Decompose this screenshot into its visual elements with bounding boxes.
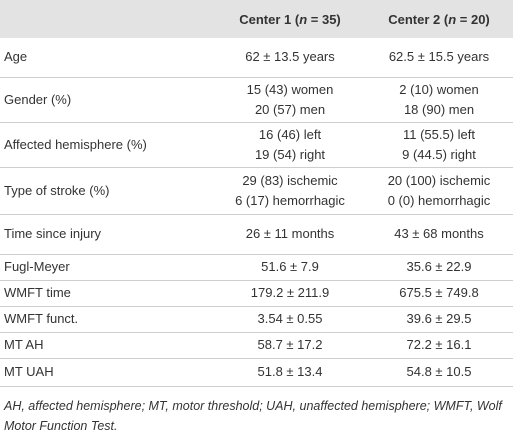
cell-line: 29 (83) ischemic [242, 172, 338, 188]
cell-line: 20 (100) ischemic [387, 172, 491, 188]
header-text: Center 2 ( [388, 11, 449, 27]
row-label: Time since injury [0, 214, 215, 255]
cell-line: 6 (17) hemorrhagic [235, 192, 345, 208]
cell-line: 675.5 ± 749.8 [399, 285, 479, 300]
cell-line: 62 ± 13.5 years [245, 49, 335, 65]
value-cell: 39.6 ± 29.5 [365, 306, 513, 333]
header-cell: Center 1 (n = 35) [215, 0, 365, 38]
cell-line: 2 (10) women [399, 81, 479, 97]
value-cell: 3.54 ± 0.55 [215, 306, 365, 333]
cell-line: 15 (43) women [246, 81, 334, 97]
value-cell: 20 (100) ischemic 0 (0) hemorrhagic [365, 167, 513, 215]
header-text: Center 1 ( [239, 11, 300, 27]
value-cell: 72.2 ± 16.1 [365, 332, 513, 359]
header-italic: n [299, 11, 308, 27]
cell-line: 72.2 ± 16.1 [406, 337, 472, 352]
header-text: = 35) [307, 11, 341, 27]
value-cell: 35.6 ± 22.9 [365, 254, 513, 281]
cell-line: 16 (46) left [258, 126, 322, 142]
table-row: WMFT time 179.2 ± 211.9 675.5 ± 749.8 [0, 280, 513, 307]
value-cell: 51.8 ± 13.4 [215, 358, 365, 387]
value-cell: 58.7 ± 17.2 [215, 332, 365, 359]
cell-line: 19 (54) right [254, 146, 326, 162]
cell-line: 43 ± 68 months [394, 226, 484, 241]
row-label: Age [0, 38, 215, 78]
cell-line: 51.6 ± 7.9 [261, 259, 319, 274]
cell-line: 26 ± 11 months [245, 226, 335, 241]
cell-line: 58.7 ± 17.2 [257, 337, 323, 352]
row-label: WMFT funct. [0, 306, 215, 333]
value-cell: 62.5 ± 15.5 years [365, 38, 513, 78]
header-text: = 20) [456, 11, 490, 27]
cell-line: 54.8 ± 10.5 [406, 364, 472, 379]
cell-line: 62.5 ± 15.5 years [388, 49, 490, 65]
cell-line: 3.54 ± 0.55 [257, 311, 323, 326]
table-row: MT UAH 51.8 ± 13.4 54.8 ± 10.5 [0, 358, 513, 387]
cell-line: 51.8 ± 13.4 [257, 364, 323, 379]
value-cell: 675.5 ± 749.8 [365, 280, 513, 307]
value-cell: 43 ± 68 months [365, 214, 513, 255]
header-cell [0, 0, 215, 38]
footnote: AH, affected hemisphere; MT, motor thres… [4, 399, 502, 433]
row-label: MT UAH [0, 358, 215, 387]
table-row: MT AH 58.7 ± 17.2 72.2 ± 16.1 [0, 332, 513, 359]
table-row: Type of stroke (%) 29 (83) ischemic 6 (17)… [0, 167, 513, 215]
value-cell: 51.6 ± 7.9 [215, 254, 365, 281]
cell-line: 35.6 ± 22.9 [406, 259, 472, 274]
cell-line: 18 (90) men [403, 101, 475, 117]
value-cell: 15 (43) women 20 (57) men [215, 77, 365, 123]
table-row: Gender (%) 15 (43) women 20 (57) men 2 (10)… [0, 77, 513, 123]
table-row: Time since injury 26 ± 11 months 43 ± 68 m… [0, 214, 513, 255]
table-row: Fugl-Meyer 51.6 ± 7.9 35.6 ± 22.9 [0, 254, 513, 281]
cell-line: 39.6 ± 29.5 [406, 311, 472, 326]
row-label: MT AH [0, 332, 215, 359]
value-cell: 2 (10) women 18 (90) men [365, 77, 513, 123]
value-cell: 54.8 ± 10.5 [365, 358, 513, 387]
cell-line: 9 (44.5) right [402, 146, 476, 162]
row-label: Affected hemisphere (%) [0, 122, 215, 168]
row-label: Gender (%) [0, 77, 215, 123]
value-cell: 11 (55.5) left 9 (44.5) right [365, 122, 513, 168]
header-row: Center 1 (n = 35) Center 2 (n = 20) [0, 0, 513, 38]
value-cell: 16 (46) left 19 (54) right [215, 122, 365, 168]
table-row: WMFT funct. 3.54 ± 0.55 39.6 ± 29.5 [0, 306, 513, 333]
table-row: Age 62 ± 13.5 years 62.5 ± 15.5 years [0, 38, 513, 78]
value-cell: 179.2 ± 211.9 [215, 280, 365, 307]
header-italic: n [448, 11, 457, 27]
table-row: Affected hemisphere (%) 16 (46) left 19 (5… [0, 122, 513, 168]
value-cell: 26 ± 11 months [215, 214, 365, 255]
row-label: Fugl-Meyer [0, 254, 215, 281]
header-cell: Center 2 (n = 20) [365, 0, 513, 38]
cell-line: 11 (55.5) left [402, 126, 476, 142]
row-label: Type of stroke (%) [0, 167, 215, 215]
data-table: Center 1 (n = 35) Center 2 (n = 20) Age 62… [0, 0, 513, 387]
value-cell: 29 (83) ischemic 6 (17) hemorrhagic [215, 167, 365, 215]
cell-line: 20 (57) men [254, 101, 326, 117]
value-cell: 62 ± 13.5 years [215, 38, 365, 78]
cell-line: 0 (0) hemorrhagic [387, 192, 491, 208]
cell-line: 179.2 ± 211.9 [250, 285, 330, 300]
row-label: WMFT time [0, 280, 215, 307]
